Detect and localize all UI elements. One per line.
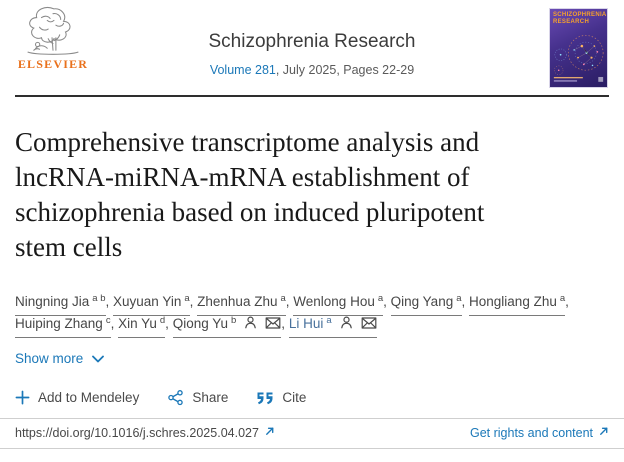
author-link[interactable]: Xin Yu d <box>118 313 166 338</box>
author-list-line-2: Huiping Zhang c, Xin Yu d, Qiong Yu b, Li H… <box>15 313 609 338</box>
article-actions-toolbar: Add to Mendeley Share Cite <box>15 389 609 406</box>
volume-link[interactable]: Volume 281 <box>209 63 276 77</box>
author-affiliation-sup: a b <box>92 292 106 304</box>
external-link-icon <box>264 426 275 440</box>
author-separator: , <box>105 294 114 309</box>
article-title-line: Comprehensive transcriptome analysis and <box>15 127 480 157</box>
author-name: Qing Yang <box>390 294 454 309</box>
share-label: Share <box>192 390 229 405</box>
person-icon <box>339 315 354 330</box>
author-name: Li Hui <box>288 316 324 331</box>
cite-button[interactable]: Cite <box>256 390 306 405</box>
author-name: Xuyuan Yin <box>113 294 182 309</box>
author-affiliation-sup: a <box>456 292 462 304</box>
author-separator: , <box>110 316 119 331</box>
author-affiliation-sup: a <box>326 314 332 326</box>
author-link[interactable]: Hongliang Zhu a <box>469 291 566 316</box>
journal-cover-thumbnail[interactable]: SCHIZOPHRENIA RESEARCH <box>549 8 608 88</box>
author-separator: , <box>165 316 173 331</box>
article-title-line: schizophrenia based on induced pluripote… <box>15 197 485 227</box>
doi-link[interactable]: https://doi.org/10.1016/j.schres.2025.04… <box>15 426 275 440</box>
author-separator: , <box>383 294 391 309</box>
mail-icon <box>265 316 281 330</box>
author-name: Xin Yu <box>118 316 157 331</box>
issue-info: Volume 281, July 2025, Pages 22-29 <box>110 63 514 77</box>
author-list-line-1: Ningning Jia a b, Xuyuan Yin a, Zhenhua Zh… <box>15 291 609 316</box>
mail-icon <box>361 316 377 330</box>
journal-title-link[interactable]: Schizophrenia Research <box>208 31 416 52</box>
add-to-mendeley-button[interactable]: Add to Mendeley <box>15 390 139 405</box>
author-list: Ningning Jia a b, Xuyuan Yin a, Zhenhua Zh… <box>15 291 609 338</box>
author-affiliation-sup: c <box>105 314 111 326</box>
cite-label: Cite <box>282 390 307 405</box>
person-icon <box>243 315 258 330</box>
author-link[interactable]: Huiping Zhang c <box>15 313 111 338</box>
doi-bar: https://doi.org/10.1016/j.schres.2025.04… <box>0 418 624 449</box>
elsevier-tree-icon <box>27 7 79 55</box>
elsevier-wordmark: ELSEVIER <box>17 57 89 71</box>
author-separator: , <box>285 294 294 309</box>
get-rights-label: Get rights and content <box>470 426 593 440</box>
doi-text: https://doi.org/10.1016/j.schres.2025.04… <box>15 426 259 440</box>
author-link[interactable]: Qing Yang a <box>390 291 462 316</box>
author-name: Hongliang Zhu <box>469 294 557 309</box>
share-icon <box>167 389 184 406</box>
author-separator: , <box>461 294 470 309</box>
author-separator: , <box>189 294 198 309</box>
share-button[interactable]: Share <box>167 389 228 406</box>
elsevier-logo: ELSEVIER <box>14 6 92 72</box>
header-divider <box>15 95 609 97</box>
author-affiliation-sup: a <box>184 292 190 304</box>
author-link[interactable]: Wenlong Hou a <box>293 291 384 316</box>
author-link[interactable]: Xuyuan Yin a <box>113 291 190 316</box>
author-name: Huiping Zhang <box>15 316 103 331</box>
author-link[interactable]: Zhenhua Zhu a <box>197 291 286 316</box>
chevron-down-icon <box>92 351 105 366</box>
author-link[interactable]: Ningning Jia a b <box>15 291 106 316</box>
author-name: Ningning Jia <box>15 294 90 309</box>
show-more-button[interactable]: Show more <box>15 351 105 366</box>
author-affiliation-sup: b <box>231 314 237 326</box>
author-affiliation-sup: d <box>159 314 166 326</box>
article-title-line: lncRNA-miRNA-mRNA establishment of <box>15 162 470 192</box>
author-affiliation-sup: a <box>280 292 286 304</box>
author-affiliation-sup: a <box>377 292 384 304</box>
author-name: Zhenhua Zhu <box>197 294 278 309</box>
add-to-mendeley-label: Add to Mendeley <box>38 390 140 405</box>
cover-brain-network-art <box>553 35 604 82</box>
author-link[interactable]: Li Hui a <box>288 313 377 338</box>
plus-icon <box>15 390 30 405</box>
author-separator: , <box>565 294 569 309</box>
issue-info-suffix: , July 2025, Pages 22-29 <box>275 63 415 77</box>
external-link-icon <box>598 426 609 440</box>
cover-journal-title: SCHIZOPHRENIA RESEARCH <box>553 12 607 25</box>
author-link[interactable]: Qiong Yu b <box>172 313 282 338</box>
author-name: Wenlong Hou <box>293 294 375 309</box>
cite-quote-icon <box>256 391 274 405</box>
article-title-line: stem cells <box>15 232 123 262</box>
article-title: Comprehensive transcriptome analysis and… <box>15 125 608 265</box>
article-header: ELSEVIER Schizophrenia Research Volume 2… <box>0 0 624 95</box>
show-more-label: Show more <box>15 351 84 366</box>
author-affiliation-sup: a <box>559 292 566 304</box>
author-name: Qiong Yu <box>172 316 228 331</box>
get-rights-link[interactable]: Get rights and content <box>470 426 609 440</box>
author-separator: , <box>281 316 289 331</box>
